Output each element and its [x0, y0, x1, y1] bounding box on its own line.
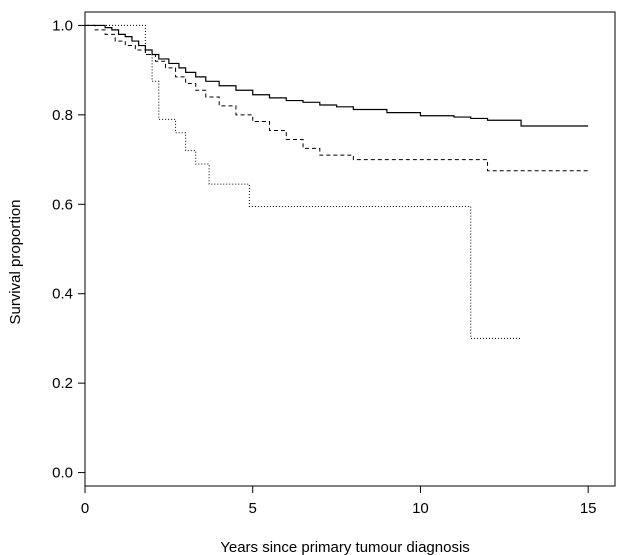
y-tick-label: 0.4 [52, 286, 73, 303]
plot-frame [84, 11, 616, 487]
x-axis-label: Years since primary tumour diagnosis [220, 539, 470, 555]
x-axis: 0 5 10 15 [81, 486, 597, 517]
series-layer [85, 24, 589, 339]
y-tick-label: 0.6 [52, 196, 73, 213]
y-tick-label: 1.0 [52, 17, 73, 34]
x-tick-label: 10 [412, 500, 429, 517]
survival-curve-solid [85, 24, 589, 127]
y-axis-label: Survival proportion [7, 199, 24, 324]
y-tick-label: 0.8 [52, 107, 73, 124]
x-tick-label: 15 [580, 500, 597, 517]
x-tick-label: 0 [81, 500, 89, 517]
y-tick-label: 0.2 [52, 375, 73, 392]
y-axis: 0.0 0.2 0.4 0.6 0.8 1.0 [52, 17, 85, 482]
survival-curve-dotted [85, 24, 522, 339]
y-tick-label: 0.0 [52, 465, 73, 482]
x-tick-label: 5 [249, 500, 257, 517]
survival-curve-dashed [85, 24, 589, 172]
